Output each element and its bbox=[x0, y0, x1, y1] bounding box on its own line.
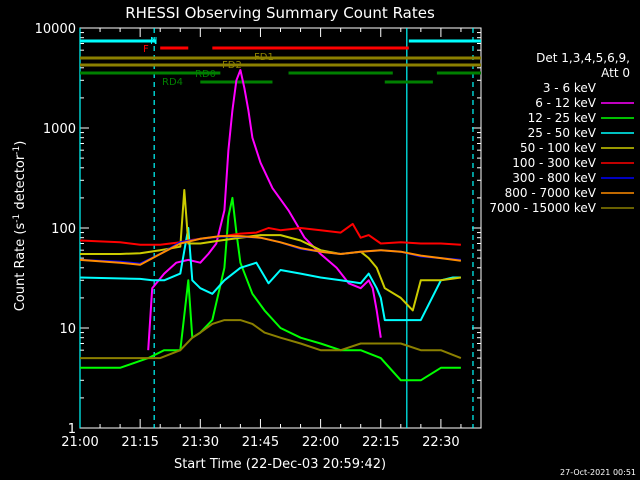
legend-label-1: 6 - 12 keV bbox=[535, 96, 597, 110]
series-line-1 bbox=[147, 69, 382, 351]
flag-label-n: N bbox=[150, 36, 157, 47]
flag-label-rd4: RD4 bbox=[162, 77, 183, 88]
x-tick-label: 22:15 bbox=[362, 435, 399, 450]
series-line-0 bbox=[79, 101, 386, 351]
legend-label-5: 100 - 300 keV bbox=[512, 156, 596, 170]
x-tick-label: 22:30 bbox=[422, 435, 459, 450]
legend-header-line2: Att 0 bbox=[601, 66, 630, 80]
series-line-7 bbox=[79, 235, 462, 266]
plot-area: 1 10 100 1000 10000 21:00 21:15 21:30 21:45 22:00… bbox=[35, 22, 482, 450]
series-line-3 bbox=[79, 227, 461, 322]
series-line-8 bbox=[80, 319, 462, 360]
x-tick-label: 21:30 bbox=[182, 435, 219, 450]
y-tick-label: 10000 bbox=[35, 22, 76, 37]
x-tick-label: 21:45 bbox=[242, 435, 279, 450]
y-tick-label: 10 bbox=[59, 322, 76, 337]
y-axis-label: Count Rate (s-1 detector-1) bbox=[12, 141, 28, 312]
legend-label-6: 300 - 800 keV bbox=[512, 171, 596, 185]
flag-label-fd1: FD1 bbox=[254, 52, 274, 63]
legend-label-0: 3 - 6 keV bbox=[543, 81, 597, 95]
legend-label-4: 50 - 100 keV bbox=[520, 141, 597, 155]
legend-label-7: 800 - 7000 keV bbox=[505, 186, 597, 200]
series-line-5 bbox=[79, 222, 461, 246]
flag-label-fd2: FD2 bbox=[222, 60, 242, 71]
x-tick-label: 21:00 bbox=[61, 435, 98, 450]
timestamp: 27-Oct-2021 00:51 bbox=[560, 468, 636, 477]
chart-title: RHESSI Observing Summary Count Rates bbox=[125, 4, 435, 22]
y-tick-label: 1 bbox=[68, 422, 76, 437]
plot-frame bbox=[79, 27, 482, 429]
flag-label-rd0: RD0 bbox=[195, 69, 216, 80]
y-tick-label: 1000 bbox=[43, 122, 76, 137]
x-tick-label: 21:15 bbox=[121, 435, 158, 450]
x-tick-label: 22:00 bbox=[302, 435, 339, 450]
legend-header-line1: Det 1,3,4,5,6,9, bbox=[536, 51, 630, 65]
legend-label-2: 12 - 25 keV bbox=[528, 111, 597, 125]
flag-label-f: F bbox=[143, 44, 149, 55]
series-line-4 bbox=[80, 189, 462, 312]
x-axis-label: Start Time (22-Dec-03 20:59:42) bbox=[174, 457, 386, 472]
legend-label-3: 25 - 50 keV bbox=[528, 126, 597, 140]
y-tick-label: 100 bbox=[51, 222, 76, 237]
series-line-2 bbox=[80, 196, 461, 382]
legend-label-8: 7000 - 15000 keV bbox=[489, 201, 596, 215]
